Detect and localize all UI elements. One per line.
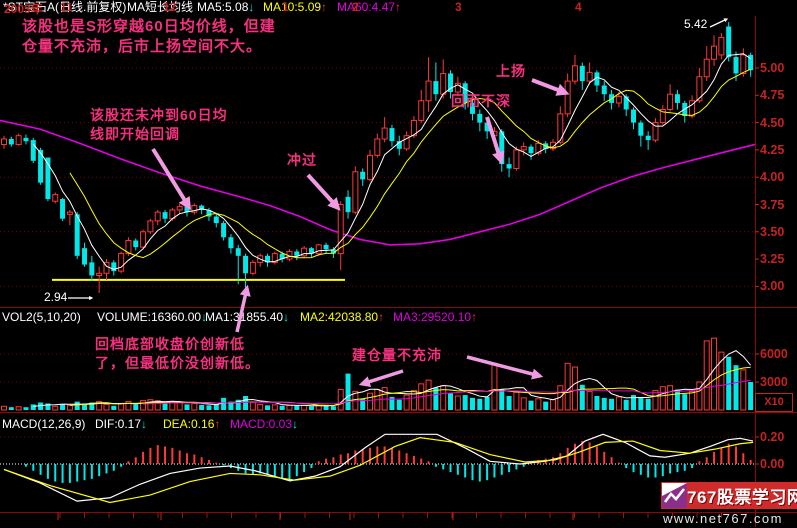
dea-arrow-icon: ↑ bbox=[214, 417, 221, 431]
date-label: 2 bbox=[352, 0, 359, 14]
vol-ma1-arrow-icon: ↓ bbox=[283, 310, 290, 324]
watermark-logo-icon bbox=[662, 483, 687, 508]
dif-value: DIF:0.17↓ bbox=[95, 417, 148, 431]
volume-indicator-name: VOL2(5,10,20) bbox=[2, 310, 81, 324]
volume-value: VOLUME:16360.00↓ bbox=[97, 310, 208, 324]
watermark-site-name: 767股票学习网 bbox=[687, 488, 797, 507]
vol-ma2-arrow-icon: ↑ bbox=[378, 310, 385, 324]
date-label: 1 bbox=[282, 0, 289, 14]
ma10-value: MA10:5.09↑ bbox=[263, 0, 328, 14]
price-axis-label: 4.50 bbox=[760, 115, 785, 130]
watermark: 767股票学习网 www.net767.com bbox=[661, 482, 797, 526]
price-axis-label: 4.75 bbox=[760, 88, 785, 103]
vol-ma3-value: MA3:29520.10↑ bbox=[393, 310, 478, 324]
date-label: 11 bbox=[60, 0, 73, 14]
ma60-value: MA60:4.47↑ bbox=[337, 0, 402, 14]
annotation-chongguo: 冲过 bbox=[287, 152, 317, 168]
macd-axis-label: 0.20 bbox=[760, 430, 785, 444]
dea-value: DEA:0.16↑ bbox=[163, 417, 221, 431]
volume-axis-label: 3000 bbox=[760, 375, 788, 389]
low-price-label: 2.94 bbox=[44, 290, 68, 304]
volume-arrow-icon: ↓ bbox=[201, 310, 208, 324]
vol-ma2-value: MA2:42038.80↑ bbox=[300, 310, 385, 324]
volume-multiplier-badge: X10 bbox=[755, 393, 793, 412]
date-label: 2003年 bbox=[4, 2, 43, 16]
price-axis-label: 4.00 bbox=[760, 170, 785, 185]
ma10-arrow-icon: ↑ bbox=[321, 0, 328, 14]
annotation-pullback-note: 该股还未冲到60日均 线即开始回调 bbox=[90, 107, 228, 142]
price-axis-label: 3.00 bbox=[760, 279, 785, 294]
date-label: 4 bbox=[575, 0, 582, 14]
price-axis-label: 3.75 bbox=[760, 197, 785, 212]
ma5-arrow-icon: ↓ bbox=[248, 0, 255, 14]
date-label: 12 bbox=[163, 0, 177, 14]
annotation-top-note: 该股也是S形穿越60日均价线，但建 仓量不充沛，后市上扬空间不大。 bbox=[22, 18, 276, 55]
price-axis-label: 3.25 bbox=[760, 252, 785, 267]
price-axis-label: 5.00 bbox=[760, 61, 785, 75]
ma5-value: MA5:5.08↓ bbox=[197, 0, 255, 14]
volume-axis-label: 6000 bbox=[760, 347, 788, 361]
price-axis-label: 4.25 bbox=[760, 142, 785, 157]
annotation-huierbushen: 回而不深 bbox=[451, 93, 511, 109]
price-axis-label: 3.50 bbox=[760, 224, 785, 239]
annotation-shangyang: 上扬 bbox=[496, 63, 526, 79]
ma60-arrow-icon: ↑ bbox=[395, 0, 402, 14]
watermark-url: www.net767.com bbox=[663, 511, 783, 526]
dif-arrow-icon: ↓ bbox=[141, 417, 148, 431]
annotation-vol-note2: 建仓量不充沛 bbox=[352, 347, 442, 363]
macd-axis-label: 0.00 bbox=[760, 457, 785, 471]
macd-arrow-icon: ↓ bbox=[292, 417, 299, 431]
date-label: 3 bbox=[455, 0, 462, 14]
macd-value: MACD:0.03↓ bbox=[230, 417, 299, 431]
peak-price-label: 5.42 bbox=[684, 17, 708, 31]
macd-indicator-name: MACD(12,26,9) bbox=[2, 417, 86, 431]
indicator-name: MA短长均线 bbox=[127, 0, 194, 14]
stock-title: *ST宝石A(日线.前复权) bbox=[3, 0, 127, 14]
annotation-vol-note1: 回档底部收盘价创新低 了，但最低价没创新低。 bbox=[95, 336, 260, 371]
vol-ma3-arrow-icon: ↑ bbox=[471, 310, 478, 324]
vol-ma1-value: MA1:31855.40↓ bbox=[205, 310, 290, 324]
